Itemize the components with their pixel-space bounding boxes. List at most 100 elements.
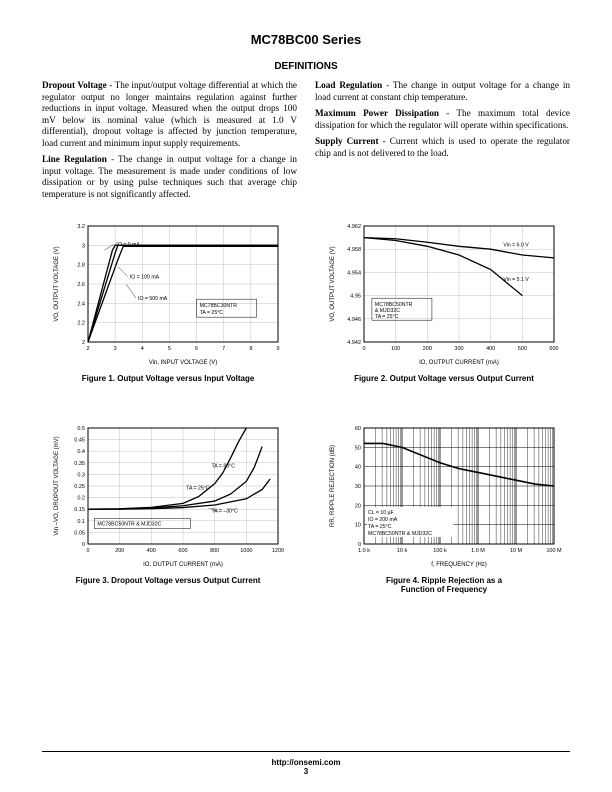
- svg-text:0.4: 0.4: [77, 449, 85, 455]
- svg-text:RR, RIPPLE REJECTION (dB): RR, RIPPLE REJECTION (dB): [330, 445, 336, 527]
- svg-text:0: 0: [82, 542, 85, 548]
- footer-page: 3: [0, 767, 612, 776]
- footer-rule: [42, 751, 570, 752]
- svg-text:200: 200: [115, 548, 124, 554]
- svg-text:7: 7: [222, 346, 225, 352]
- svg-text:600: 600: [178, 548, 187, 554]
- footer: http://onsemi.com 3: [0, 758, 612, 776]
- svg-text:400: 400: [486, 346, 495, 352]
- svg-text:0.15: 0.15: [74, 507, 85, 513]
- svg-text:100: 100: [391, 346, 400, 352]
- svg-text:10: 10: [355, 522, 361, 528]
- svg-text:9: 9: [276, 346, 279, 352]
- svg-text:600: 600: [549, 346, 558, 352]
- svg-text:4.946: 4.946: [347, 317, 361, 323]
- svg-text:1200: 1200: [272, 548, 284, 554]
- figure-1: 2 3 4 5 6 7 8 9 2 2.2 2.4 2.6 2.8 3 3.2 Vin, INPUT VOLT…: [42, 218, 294, 384]
- svg-text:0.25: 0.25: [74, 484, 85, 490]
- svg-text:5: 5: [168, 346, 171, 352]
- svg-text:4.95: 4.95: [350, 294, 361, 300]
- fig1-chart: 2 3 4 5 6 7 8 9 2 2.2 2.4 2.6 2.8 3 3.2 Vin, INPUT VOLT…: [48, 218, 288, 368]
- svg-text:4.958: 4.958: [347, 247, 361, 253]
- svg-text:0.45: 0.45: [74, 437, 85, 443]
- fig3-chart: 0 200 400 600 800 1000 1200 0 0.05 0.1 0.15 0.2 0.25…: [48, 420, 288, 570]
- svg-text:0: 0: [358, 542, 361, 548]
- svg-text:400: 400: [147, 548, 156, 554]
- svg-text:20: 20: [355, 503, 361, 509]
- svg-text:IO, OUTPUT CURRENT (mA): IO, OUTPUT CURRENT (mA): [419, 360, 499, 366]
- svg-text:IO = 100 mA: IO = 100 mA: [130, 275, 160, 281]
- figure-3: 0 200 400 600 800 1000 1200 0 0.05 0.1 0.15 0.2 0.25…: [42, 420, 294, 595]
- svg-text:1.0 M: 1.0 M: [471, 548, 485, 554]
- svg-text:2.2: 2.2: [77, 321, 85, 327]
- svg-text:VO, OUTPUT VOLTAGE (V): VO, OUTPUT VOLTAGE (V): [54, 246, 60, 321]
- svg-text:0.5: 0.5: [77, 426, 85, 432]
- charts-grid: 2 3 4 5 6 7 8 9 2 2.2 2.4 2.6 2.8 3 3.2 Vin, INPUT VOLT…: [42, 218, 570, 595]
- svg-text:TA = –30°C: TA = –30°C: [212, 508, 239, 514]
- svg-text:0.3: 0.3: [77, 472, 85, 478]
- svg-text:100 k: 100 k: [433, 548, 447, 554]
- svg-text:TA = 80°C: TA = 80°C: [212, 463, 236, 469]
- svg-text:IO = 500 mA: IO = 500 mA: [138, 296, 168, 302]
- fig2-caption: Figure 2. Output Voltage versus Output C…: [354, 374, 534, 384]
- svg-text:100 M: 100 M: [546, 548, 562, 554]
- svg-text:3: 3: [82, 243, 85, 249]
- svg-text:0.05: 0.05: [74, 530, 85, 536]
- svg-text:TA = 25°C: TA = 25°C: [375, 314, 399, 320]
- svg-text:60: 60: [355, 426, 361, 432]
- section-heading: DEFINITIONS: [42, 61, 570, 72]
- svg-text:50: 50: [355, 445, 361, 451]
- svg-text:30: 30: [355, 484, 361, 490]
- svg-text:TA = 25°C: TA = 25°C: [200, 310, 224, 316]
- svg-text:CL = 10 µF: CL = 10 µF: [368, 510, 394, 516]
- svg-text:Vin = 6.0 V: Vin = 6.0 V: [503, 242, 529, 248]
- svg-text:Vin –VO, DROPOUT VOLTAGE (mV): Vin –VO, DROPOUT VOLTAGE (mV): [54, 436, 60, 535]
- svg-text:IO = 200 mA: IO = 200 mA: [368, 517, 398, 523]
- svg-text:2.8: 2.8: [77, 263, 85, 269]
- svg-text:1000: 1000: [240, 548, 252, 554]
- svg-text:VO, OUTPUT VOLTAGE (V): VO, OUTPUT VOLTAGE (V): [330, 246, 336, 321]
- svg-text:800: 800: [210, 548, 219, 554]
- svg-text:4.962: 4.962: [347, 224, 361, 230]
- fig4-chart: 1.0 k10 k100 k1.0 M10 M100 M010203040506…: [324, 420, 564, 570]
- fig3-caption: Figure 3. Dropout Voltage versus Output …: [76, 576, 261, 586]
- svg-text:1.0 k: 1.0 k: [358, 548, 370, 554]
- figure-2: 01002003004005006004.9424.9464.954.9544.…: [318, 218, 570, 384]
- svg-text:Vin = 5.1 V: Vin = 5.1 V: [503, 277, 529, 283]
- svg-text:2: 2: [82, 340, 85, 346]
- svg-text:2: 2: [86, 346, 89, 352]
- svg-text:0: 0: [362, 346, 365, 352]
- figure-4: 1.0 k10 k100 k1.0 M10 M100 M010203040506…: [318, 420, 570, 595]
- svg-text:6: 6: [195, 346, 198, 352]
- svg-text:MC78BC50NTR & MJD32C: MC78BC50NTR & MJD32C: [368, 531, 432, 537]
- svg-text:MC78BC30NTR: MC78BC30NTR: [200, 303, 238, 309]
- svg-text:4.942: 4.942: [347, 340, 361, 346]
- svg-text:TA = 25°C: TA = 25°C: [368, 524, 392, 530]
- svg-text:3: 3: [114, 346, 117, 352]
- svg-text:Vin, INPUT VOLTAGE (V): Vin, INPUT VOLTAGE (V): [149, 360, 218, 366]
- svg-text:MC78BC50NTR & MJD32C: MC78BC50NTR & MJD32C: [97, 521, 161, 527]
- svg-text:TA = 25°C: TA = 25°C: [186, 485, 210, 491]
- svg-text:8: 8: [249, 346, 252, 352]
- svg-text:200: 200: [423, 346, 432, 352]
- fig1-caption: Figure 1. Output Voltage versus Input Vo…: [82, 374, 255, 384]
- page-title: MC78BC00 Series: [42, 32, 570, 47]
- svg-text:0.1: 0.1: [77, 518, 85, 524]
- svg-text:3.2: 3.2: [77, 224, 85, 230]
- svg-text:4.954: 4.954: [347, 270, 361, 276]
- svg-text:0.35: 0.35: [74, 460, 85, 466]
- svg-text:2.6: 2.6: [77, 282, 85, 288]
- svg-text:0: 0: [86, 548, 89, 554]
- svg-text:300: 300: [454, 346, 463, 352]
- definitions-block: Dropout Voltage - The input/output volta…: [42, 80, 570, 200]
- svg-text:10 k: 10 k: [397, 548, 408, 554]
- svg-text:f, FREQUENCY (Hz): f, FREQUENCY (Hz): [431, 562, 487, 568]
- svg-text:10 M: 10 M: [510, 548, 523, 554]
- svg-text:4: 4: [141, 346, 144, 352]
- footer-url: http://onsemi.com: [0, 758, 612, 767]
- svg-text:0.2: 0.2: [77, 495, 85, 501]
- svg-text:IO, OUTPUT CURRENT (mA): IO, OUTPUT CURRENT (mA): [143, 562, 223, 568]
- svg-text:IO = 0 mA: IO = 0 mA: [116, 242, 140, 248]
- svg-text:2.4: 2.4: [77, 301, 85, 307]
- fig2-chart: 01002003004005006004.9424.9464.954.9544.…: [324, 218, 564, 368]
